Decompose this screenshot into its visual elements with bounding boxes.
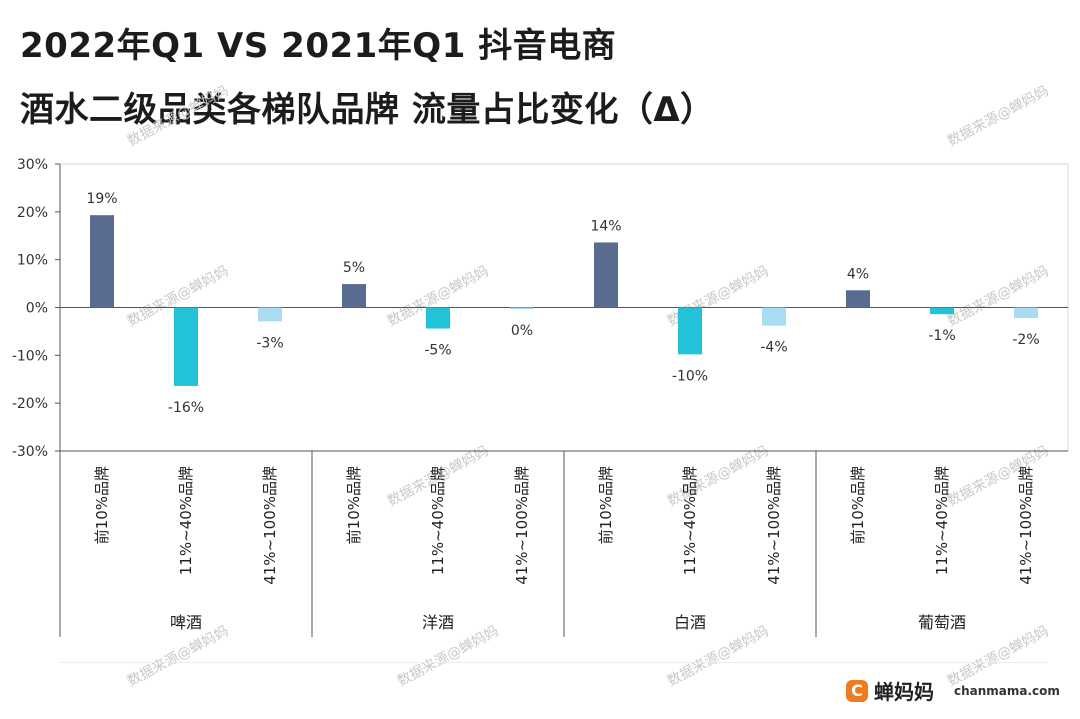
data-label: -2%	[1012, 332, 1039, 348]
y-tick-label: 0%	[26, 301, 48, 317]
bar	[594, 242, 618, 308]
category-label: 11%~40%品牌	[429, 466, 447, 575]
y-tick-label: 30%	[17, 157, 48, 173]
bar	[426, 307, 450, 329]
category-label: 前10%品牌	[597, 466, 615, 544]
bar	[510, 307, 534, 309]
category-label: 41%~100%品牌	[1017, 466, 1035, 585]
chart-subtitle: 酒水二级品类各梯队品牌 流量占比变化（Δ）	[20, 90, 715, 130]
watermark: 数据来源@蝉妈妈	[945, 83, 1051, 150]
bar	[678, 307, 702, 355]
y-tick-label: 10%	[17, 253, 48, 269]
footer-divider	[60, 662, 1048, 663]
category-label: 前10%品牌	[849, 466, 867, 544]
data-label: -16%	[168, 400, 204, 416]
brand-name: 蝉妈妈	[874, 680, 934, 704]
watermark: 数据来源@蝉妈妈	[395, 623, 501, 690]
bar	[174, 307, 198, 386]
category-label: 前10%品牌	[345, 466, 363, 544]
bar	[846, 290, 870, 308]
category-label: 前10%品牌	[93, 466, 111, 544]
brand-site: chanmama.com	[954, 683, 1060, 698]
data-label: 14%	[590, 218, 621, 234]
y-tick-label: -30%	[12, 444, 48, 460]
data-label: 4%	[847, 266, 869, 282]
y-tick-label: 20%	[17, 205, 48, 221]
watermark: 数据来源@蝉妈妈	[945, 443, 1051, 510]
watermark: 数据来源@蝉妈妈	[125, 83, 231, 150]
category-label: 11%~40%品牌	[933, 466, 951, 575]
watermark: 数据来源@蝉妈妈	[945, 263, 1051, 330]
watermark: 数据来源@蝉妈妈	[665, 623, 771, 690]
category-label: 41%~100%品牌	[261, 466, 279, 585]
group-label: 白酒	[674, 613, 706, 632]
category-label: 41%~100%品牌	[513, 466, 531, 585]
chanmama-logo-icon: C	[846, 679, 868, 702]
category-label: 41%~100%品牌	[765, 466, 783, 585]
category-label: 11%~40%品牌	[177, 466, 195, 575]
data-label: -1%	[928, 328, 955, 344]
bar	[90, 215, 114, 308]
y-tick-label: -20%	[12, 396, 48, 412]
bar	[1014, 307, 1038, 319]
category-label: 11%~40%品牌	[681, 466, 699, 575]
bar	[762, 307, 786, 326]
bar	[342, 284, 366, 308]
brand-logo: C 蝉妈妈 chanmama.com	[846, 676, 1060, 705]
group-label: 洋酒	[422, 613, 454, 632]
data-label: -3%	[256, 335, 283, 351]
data-label: 5%	[343, 260, 365, 276]
y-tick-label: -10%	[12, 348, 48, 364]
chart-title: 2022年Q1 VS 2021年Q1 抖音电商	[20, 26, 617, 66]
group-label: 啤酒	[170, 613, 202, 632]
data-label: -5%	[424, 343, 451, 359]
watermark: 数据来源@蝉妈妈	[125, 623, 231, 690]
data-label: 0%	[511, 323, 533, 339]
group-label: 葡萄酒	[918, 613, 966, 632]
bar	[258, 307, 282, 322]
data-label: 19%	[86, 191, 117, 207]
data-label: -10%	[672, 368, 708, 384]
data-label: -4%	[760, 340, 787, 356]
bar	[930, 307, 954, 315]
